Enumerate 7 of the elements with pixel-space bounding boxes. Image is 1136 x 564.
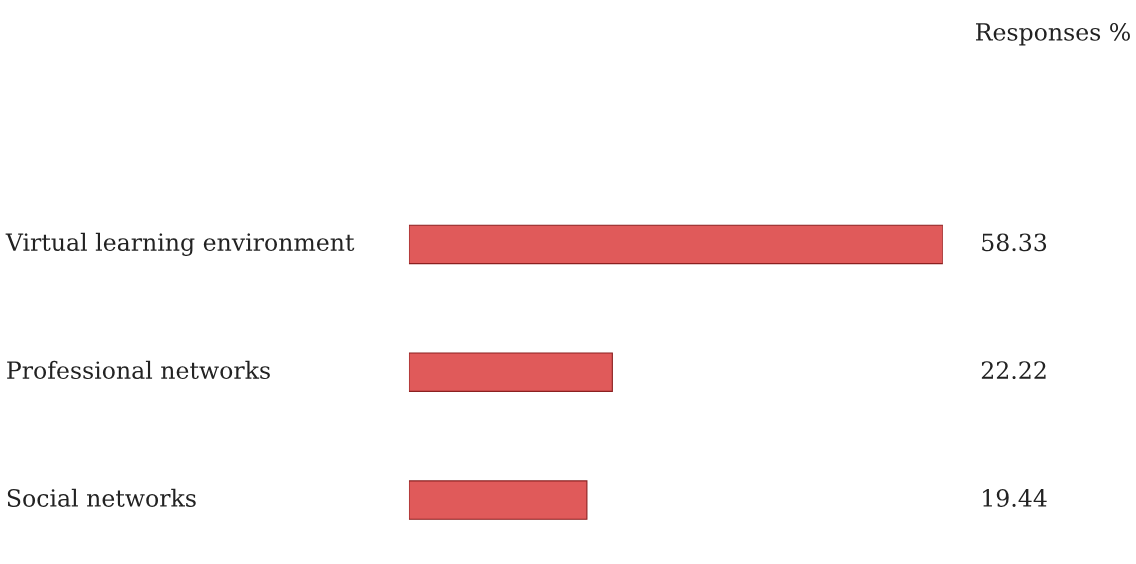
data-label: 19.44 — [983, 489, 1047, 507]
data-label: 58.33 — [982, 233, 1047, 252]
data-label: 22.22 — [981, 361, 1046, 380]
text: Responses % — [975, 22, 1130, 46]
y-tick-label: Professional networks — [7, 360, 270, 380]
y-tick-label: Virtual learning environment — [5, 232, 355, 256]
y-tick-label: Social networks — [7, 488, 196, 507]
